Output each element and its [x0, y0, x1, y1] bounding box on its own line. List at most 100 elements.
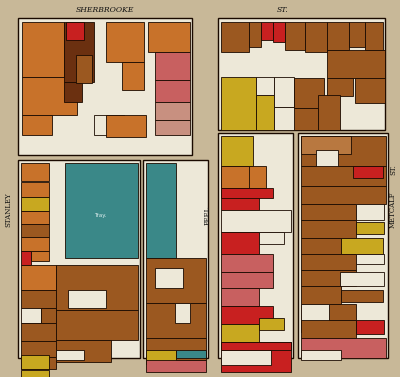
Bar — [21, 308, 41, 323]
Bar — [31, 251, 49, 261]
Text: ST.: ST. — [389, 165, 397, 175]
Bar — [221, 188, 273, 198]
Bar — [301, 320, 356, 338]
Bar — [221, 22, 249, 52]
Bar — [221, 342, 291, 350]
Bar — [356, 222, 384, 234]
Bar — [221, 232, 259, 254]
Bar — [146, 350, 176, 364]
Bar — [146, 258, 206, 303]
Bar — [356, 320, 384, 334]
Bar — [146, 360, 206, 372]
Bar — [274, 77, 294, 107]
Bar — [259, 232, 284, 244]
Bar — [294, 108, 318, 130]
Bar — [21, 341, 56, 357]
Bar — [221, 166, 266, 188]
Bar — [316, 150, 338, 168]
Bar — [301, 186, 386, 204]
Bar — [301, 338, 386, 358]
Bar — [301, 286, 341, 304]
Bar — [56, 265, 138, 310]
Bar — [106, 115, 146, 137]
Bar — [221, 272, 273, 288]
Bar — [341, 290, 383, 302]
Bar — [221, 306, 273, 324]
Bar — [301, 238, 341, 254]
Bar — [21, 237, 49, 251]
Bar — [64, 22, 94, 82]
Bar — [218, 133, 293, 358]
Bar — [318, 95, 340, 130]
Bar — [221, 77, 256, 130]
Bar — [301, 350, 341, 360]
Bar — [301, 204, 356, 220]
Bar — [274, 107, 304, 130]
Bar — [221, 188, 259, 210]
Bar — [155, 102, 190, 120]
Bar — [353, 166, 383, 178]
Bar — [176, 350, 206, 358]
Bar — [341, 238, 383, 254]
Bar — [155, 80, 190, 102]
Bar — [18, 18, 192, 155]
Bar — [340, 272, 384, 286]
Bar — [143, 160, 208, 358]
Bar — [221, 350, 271, 365]
Bar — [221, 324, 259, 342]
Text: PEEL: PEEL — [204, 205, 212, 225]
Bar — [349, 22, 365, 47]
Bar — [21, 323, 56, 341]
Bar — [294, 78, 324, 108]
Bar — [356, 254, 384, 264]
Bar — [301, 220, 356, 238]
Bar — [56, 350, 84, 360]
Bar — [155, 268, 183, 288]
Text: STANLEY: STANLEY — [4, 193, 12, 227]
Bar — [305, 22, 327, 52]
Bar — [256, 95, 274, 130]
Bar — [146, 338, 206, 360]
Bar — [221, 136, 253, 166]
Bar — [18, 160, 140, 358]
Bar — [21, 224, 49, 237]
Bar — [66, 22, 84, 40]
Bar — [21, 182, 49, 197]
Text: Tray.: Tray. — [94, 213, 106, 218]
Bar — [41, 308, 56, 323]
Bar — [56, 340, 111, 362]
Bar — [56, 310, 138, 340]
Bar — [155, 52, 190, 80]
Bar — [301, 270, 356, 286]
Bar — [221, 254, 273, 272]
Bar — [21, 163, 49, 181]
Bar — [21, 290, 56, 308]
Bar — [146, 303, 206, 338]
Bar — [64, 82, 82, 102]
Bar — [21, 251, 31, 265]
Bar — [356, 204, 384, 220]
Text: SHERBROOKE: SHERBROOKE — [76, 6, 134, 14]
Bar — [221, 210, 291, 232]
Bar — [175, 303, 190, 323]
Bar — [221, 342, 291, 372]
Bar — [22, 77, 77, 115]
Bar — [124, 120, 142, 135]
Bar — [76, 55, 92, 83]
Bar — [301, 136, 351, 154]
Bar — [21, 370, 49, 377]
Bar — [256, 77, 274, 95]
Bar — [21, 211, 49, 224]
Text: ST.: ST. — [277, 6, 289, 14]
Bar — [22, 22, 64, 77]
Bar — [21, 265, 56, 290]
Bar — [327, 78, 353, 96]
Bar — [22, 115, 52, 135]
Bar — [146, 163, 176, 258]
Bar — [327, 50, 385, 78]
Bar — [221, 166, 249, 188]
Bar — [249, 22, 261, 47]
Bar — [21, 197, 49, 211]
Bar — [301, 304, 356, 320]
Bar — [327, 22, 349, 50]
